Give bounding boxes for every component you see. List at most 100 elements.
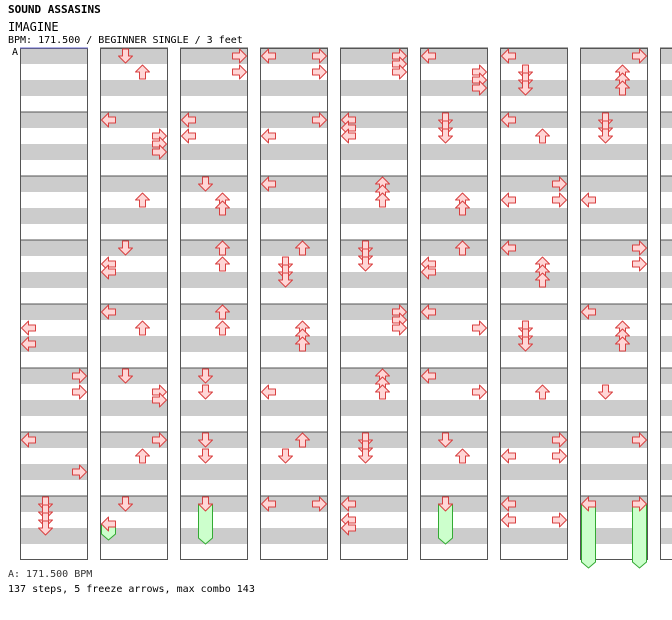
step-arrow-down	[518, 336, 533, 352]
beat-stripe	[260, 112, 328, 128]
beat-stripe	[580, 464, 648, 480]
step-arrow-right	[72, 368, 87, 384]
beat-stripe	[340, 240, 408, 256]
step-arrow-left	[261, 128, 276, 144]
beat-stripe	[580, 496, 648, 512]
beat-stripe	[100, 208, 168, 224]
beat-stripe	[100, 144, 168, 160]
beat-stripe	[100, 240, 168, 256]
bpm-change-list: A: 171.500 BPM	[8, 569, 93, 580]
beat-stripe	[500, 48, 568, 64]
beat-stripe	[660, 368, 672, 384]
beat-stripe	[260, 48, 328, 64]
beat-stripe	[580, 208, 648, 224]
beat-stripe	[420, 208, 488, 224]
step-arrow-down	[598, 128, 613, 144]
beat-stripe	[580, 144, 648, 160]
beat-stripe	[660, 304, 672, 320]
beat-stripe	[660, 144, 672, 160]
step-arrow-left	[101, 264, 116, 280]
beat-stripe	[420, 464, 488, 480]
beat-stripe	[500, 272, 568, 288]
beat-stripe	[340, 208, 408, 224]
beat-stripe	[20, 464, 88, 480]
step-arrow-up	[135, 448, 150, 464]
beat-stripe	[420, 400, 488, 416]
step-arrow-left	[421, 368, 436, 384]
beat-stripe	[580, 432, 648, 448]
beat-stripe	[260, 272, 328, 288]
step-arrow-down	[358, 448, 373, 464]
beat-stripe	[340, 464, 408, 480]
column-frame	[340, 48, 408, 560]
step-arrow-up	[615, 336, 630, 352]
beat-stripe	[260, 208, 328, 224]
step-arrow-right	[632, 496, 647, 512]
beat-stripe	[100, 112, 168, 128]
step-arrow-down	[438, 432, 453, 448]
step-arrow-left	[501, 112, 516, 128]
beat-stripe	[100, 368, 168, 384]
step-arrow-left	[341, 520, 356, 536]
step-arrow-up	[455, 448, 470, 464]
beat-stripe	[660, 464, 672, 480]
beat-stripe	[260, 80, 328, 96]
beat-stripe	[500, 336, 568, 352]
column-frame	[260, 48, 328, 560]
step-arrow-right	[472, 384, 487, 400]
beat-stripe	[260, 400, 328, 416]
beat-stripe	[580, 304, 648, 320]
step-arrow-down	[118, 240, 133, 256]
beat-stripe	[260, 496, 328, 512]
step-arrow-down	[198, 176, 213, 192]
beat-stripe	[340, 432, 408, 448]
beat-stripe	[20, 368, 88, 384]
step-arrow-down	[38, 520, 53, 536]
step-arrow-left	[181, 128, 196, 144]
beat-stripe	[180, 176, 248, 192]
step-arrow-up	[215, 200, 230, 216]
beat-stripe	[340, 496, 408, 512]
step-arrow-down	[118, 368, 133, 384]
step-arrow-right	[552, 192, 567, 208]
beat-stripe	[180, 80, 248, 96]
beat-stripe	[100, 272, 168, 288]
step-arrow-up	[295, 432, 310, 448]
beat-stripe	[500, 144, 568, 160]
freeze-arrow-left	[581, 503, 596, 569]
step-arrow-down	[198, 368, 213, 384]
step-arrow-up	[455, 200, 470, 216]
step-arrow-left	[21, 320, 36, 336]
column-frame	[420, 48, 488, 560]
step-arrow-up	[135, 192, 150, 208]
beat-stripe	[100, 496, 168, 512]
step-arrow-right	[312, 496, 327, 512]
beat-stripe	[180, 112, 248, 128]
beat-stripe	[100, 400, 168, 416]
beat-stripe	[340, 112, 408, 128]
beat-stripe	[660, 48, 672, 64]
beat-stripe	[20, 432, 88, 448]
step-arrow-up	[535, 272, 550, 288]
beat-stripe	[180, 272, 248, 288]
step-arrow-up	[535, 128, 550, 144]
beat-stripe	[100, 176, 168, 192]
step-arrow-left	[581, 304, 596, 320]
beat-stripe	[180, 48, 248, 64]
step-arrow-down	[518, 80, 533, 96]
step-arrow-right	[552, 176, 567, 192]
beat-stripe	[260, 336, 328, 352]
step-arrow-right	[552, 432, 567, 448]
step-arrow-right	[472, 80, 487, 96]
beat-stripe	[500, 400, 568, 416]
beat-stripe	[340, 144, 408, 160]
beat-stripe	[420, 496, 488, 512]
beat-stripe	[20, 112, 88, 128]
step-arrow-left	[21, 336, 36, 352]
column-frame	[100, 48, 168, 560]
beat-stripe	[580, 528, 648, 544]
beat-stripe	[20, 336, 88, 352]
beat-stripe	[180, 368, 248, 384]
beat-stripe	[420, 240, 488, 256]
song-title: IMAGINE	[8, 20, 59, 34]
